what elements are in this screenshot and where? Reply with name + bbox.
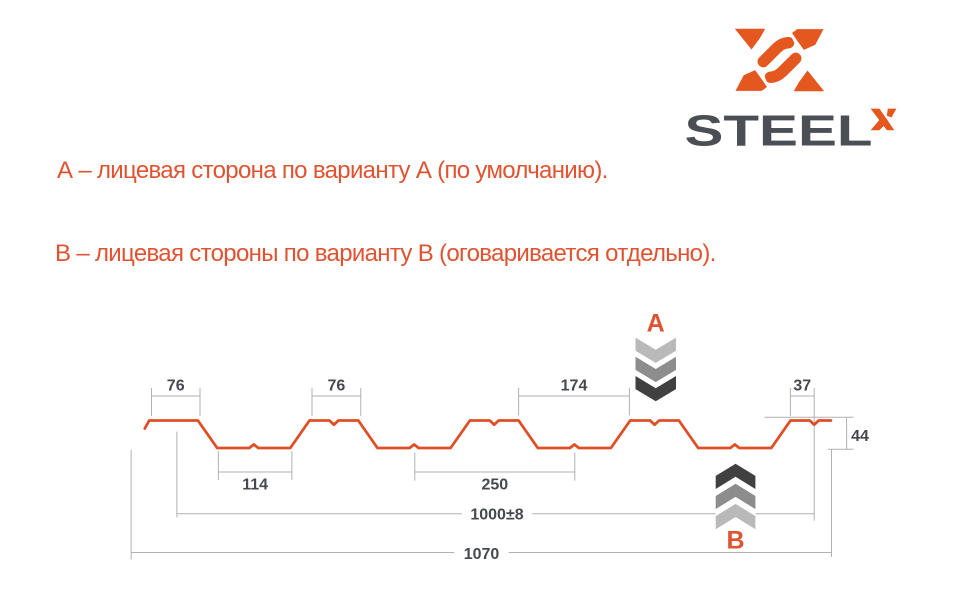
svg-text:174: 174 (561, 378, 588, 395)
svg-text:76: 76 (167, 378, 185, 395)
svg-text:STEEL: STEEL (685, 107, 873, 155)
svg-text:1000±8: 1000±8 (470, 507, 523, 524)
svg-text:1070: 1070 (464, 546, 500, 563)
svg-text:37: 37 (793, 378, 811, 395)
svg-text:76: 76 (328, 378, 346, 395)
svg-text:250: 250 (481, 477, 508, 494)
svg-text:44: 44 (851, 428, 869, 445)
svg-text:114: 114 (242, 477, 268, 494)
svg-text:А: А (647, 310, 665, 338)
svg-text:B: B (726, 527, 744, 555)
